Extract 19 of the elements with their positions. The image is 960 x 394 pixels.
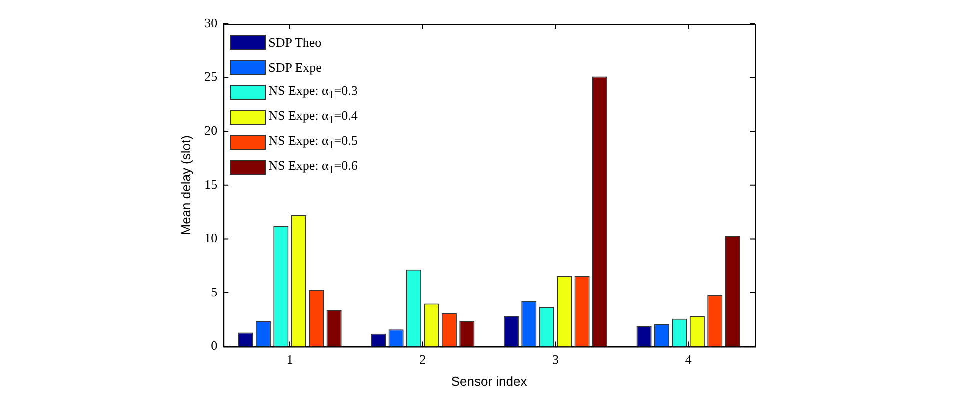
y-tick-label: 25 — [204, 69, 218, 84]
y-tick-label: 10 — [204, 230, 218, 246]
legend-label: SDP Expe — [268, 60, 322, 76]
legend-label: NS Expe: α$_{1}$=0.3 — [268, 83, 358, 102]
y-tick-label: 15 — [204, 176, 218, 192]
legend-label: NS Expe: α$_{1}$=0.4 — [268, 108, 358, 127]
legend-label: NS Expe: α$_{1}$=0.5 — [268, 133, 358, 152]
x-tick-label: 2 — [420, 352, 426, 368]
x-axis-title: Sensor index — [451, 374, 528, 389]
legend-label: SDP Theo — [268, 34, 322, 50]
y-tick-label: 0 — [211, 338, 218, 354]
x-tick-label: 4 — [685, 352, 692, 368]
x-tick-label: 1 — [286, 352, 294, 368]
y-axis-title: Mean delay (slot) — [178, 136, 194, 236]
y-tick-label: 30 — [204, 15, 218, 30]
legend-label: NS Expe: α$_{1}$=0.6 — [268, 158, 358, 177]
y-tick-label: 5 — [211, 284, 218, 300]
x-tick-label: 3 — [552, 352, 559, 368]
y-tick-label: 20 — [204, 123, 218, 138]
